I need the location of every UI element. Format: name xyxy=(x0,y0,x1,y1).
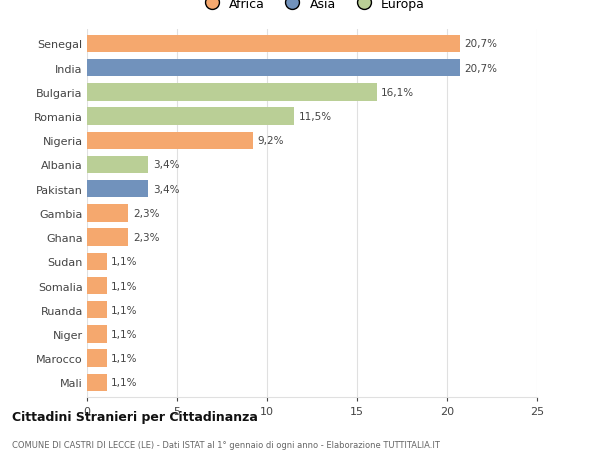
Bar xyxy=(87,60,460,77)
Text: 1,1%: 1,1% xyxy=(112,257,138,267)
Bar xyxy=(87,325,107,343)
Bar xyxy=(87,277,107,295)
Text: 9,2%: 9,2% xyxy=(257,136,284,146)
Text: 1,1%: 1,1% xyxy=(112,329,138,339)
Bar xyxy=(87,36,460,53)
Bar xyxy=(87,205,128,222)
Legend: Africa, Asia, Europa: Africa, Asia, Europa xyxy=(195,0,429,14)
Bar xyxy=(87,253,107,270)
Text: 1,1%: 1,1% xyxy=(112,378,138,387)
Bar xyxy=(87,374,107,391)
Text: 2,3%: 2,3% xyxy=(133,208,160,218)
Text: 11,5%: 11,5% xyxy=(299,112,332,122)
Bar xyxy=(87,132,253,150)
Bar xyxy=(87,229,128,246)
Text: 1,1%: 1,1% xyxy=(112,305,138,315)
Bar xyxy=(87,350,107,367)
Text: 2,3%: 2,3% xyxy=(133,233,160,243)
Text: 3,4%: 3,4% xyxy=(152,184,179,194)
Bar xyxy=(87,108,294,125)
Bar xyxy=(87,302,107,319)
Bar xyxy=(87,84,377,101)
Text: 3,4%: 3,4% xyxy=(152,160,179,170)
Bar xyxy=(87,180,148,198)
Text: 16,1%: 16,1% xyxy=(382,88,415,98)
Text: Cittadini Stranieri per Cittadinanza: Cittadini Stranieri per Cittadinanza xyxy=(12,410,258,423)
Text: 20,7%: 20,7% xyxy=(464,39,497,49)
Text: 20,7%: 20,7% xyxy=(464,63,497,73)
Text: COMUNE DI CASTRI DI LECCE (LE) - Dati ISTAT al 1° gennaio di ogni anno - Elabora: COMUNE DI CASTRI DI LECCE (LE) - Dati IS… xyxy=(12,441,440,449)
Bar xyxy=(87,157,148,174)
Text: 1,1%: 1,1% xyxy=(112,353,138,364)
Text: 1,1%: 1,1% xyxy=(112,281,138,291)
